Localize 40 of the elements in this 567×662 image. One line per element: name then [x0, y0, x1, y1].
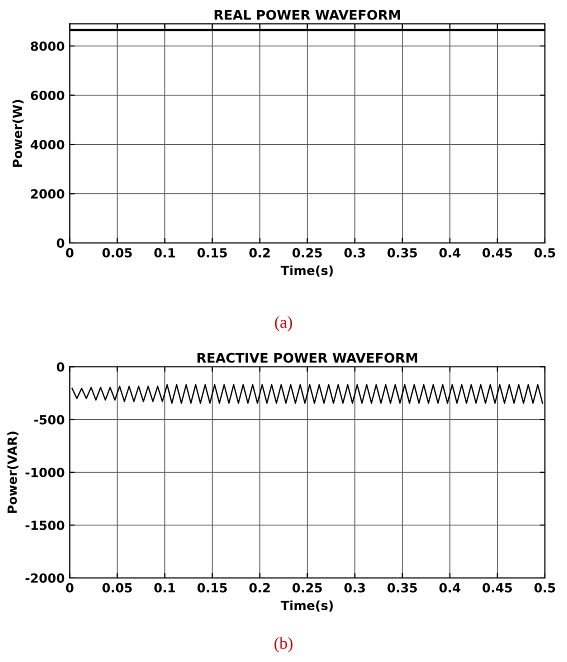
x-tick-label: 0.4 — [439, 248, 460, 258]
y-tick-label: -500 — [34, 415, 64, 424]
x-tick-label: 0 — [66, 583, 74, 592]
y-tick-label: 6000 — [30, 90, 64, 100]
x-tick-label: 0.2 — [249, 583, 270, 592]
chart-title: REAL POWER WAVEFORM — [214, 10, 400, 20]
x-tick-label: 0.05 — [102, 248, 132, 258]
x-tick-label: 0.4 — [439, 583, 460, 592]
y-tick-label: -1000 — [26, 468, 64, 478]
text: (b) — [274, 637, 292, 652]
x-tick-label: 0.05 — [102, 583, 132, 592]
x-tick-label: 0.35 — [388, 583, 417, 592]
x-tick-label: 0.5 — [534, 583, 556, 592]
y-tick-label: 0 — [56, 238, 64, 248]
x-tick-label: 0.15 — [197, 248, 227, 258]
x-axis-title: Time(s) — [280, 265, 333, 277]
x-tick-label: 0.5 — [534, 248, 556, 258]
x-tick-label: 0.3 — [344, 583, 365, 592]
x-tick-label: 0.45 — [482, 248, 512, 258]
y-tick-label: 4000 — [30, 140, 64, 150]
y-tick-label: 0 — [56, 362, 64, 372]
y-tick-label: 2000 — [31, 189, 64, 199]
y-axis-title: Power(VAR) — [7, 432, 18, 513]
x-tick-label: 0.25 — [292, 583, 322, 592]
y-axis-title: Power(W) — [12, 100, 24, 167]
x-tick-label: 0.2 — [249, 248, 270, 258]
chart-title: REACTIVE POWER WAVEFORM — [198, 352, 418, 363]
y-tick-label: 8000 — [30, 41, 64, 51]
x-tick-label: 0.1 — [154, 583, 175, 592]
x-tick-label: 0.1 — [154, 248, 175, 258]
y-tick-label: -1500 — [26, 520, 64, 530]
x-tick-label: 0.25 — [292, 248, 322, 258]
x-axis-title: Time(s) — [280, 600, 333, 612]
x-tick-label: 0.45 — [482, 583, 512, 592]
x-tick-label: 0.3 — [344, 248, 365, 258]
x-tick-label: 0.35 — [388, 248, 417, 258]
y-tick-label: -2000 — [26, 573, 64, 583]
x-tick-label: 0 — [66, 248, 74, 258]
text: (a) — [274, 316, 292, 332]
x-tick-label: 0.15 — [197, 583, 227, 592]
